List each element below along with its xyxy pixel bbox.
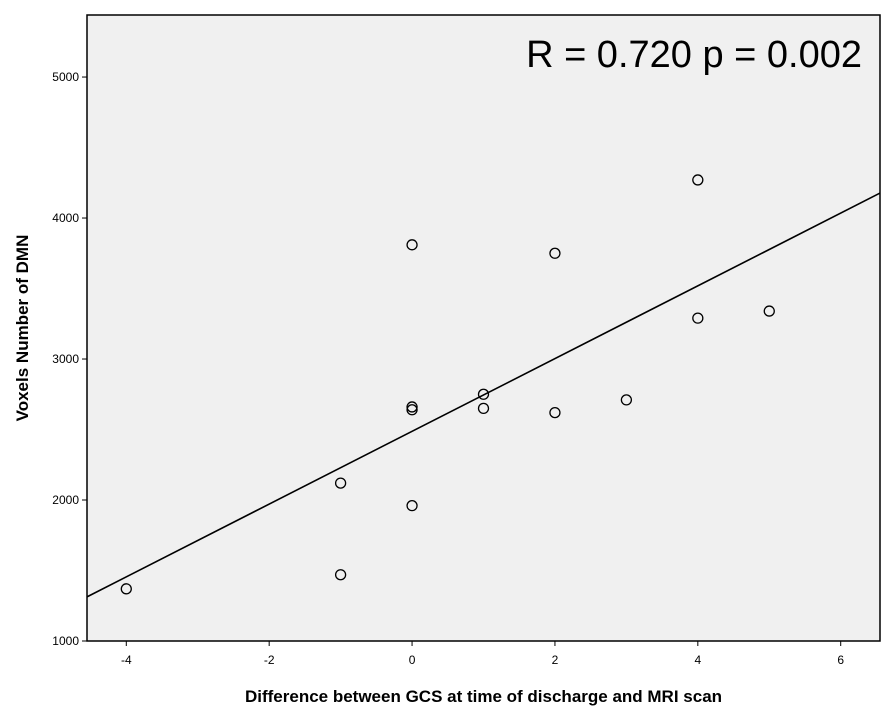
x-tick-label: 4: [694, 653, 701, 667]
data-point: [406, 239, 418, 251]
x-tick-label: -4: [121, 653, 132, 667]
x-tick-label: 0: [409, 653, 416, 667]
x-axis-label: Difference between GCS at time of discha…: [245, 687, 722, 706]
data-point: [334, 477, 347, 489]
y-tick-label: 4000: [52, 211, 79, 225]
y-tick-label: 5000: [52, 70, 79, 84]
data-point: [549, 406, 561, 419]
x-tick-label: 6: [837, 653, 844, 667]
data-point: [477, 402, 490, 415]
regression-line: [86, 192, 881, 598]
y-tick-label: 2000: [52, 493, 79, 507]
x-tick-label: 2: [552, 653, 559, 667]
data-point: [406, 401, 418, 413]
y-tick-label: 3000: [52, 352, 79, 366]
data-point: [692, 174, 704, 186]
data-point: [763, 305, 775, 317]
data-point: [406, 499, 418, 512]
data-point: [692, 312, 704, 324]
data-point: [334, 569, 347, 581]
data-point: [549, 247, 561, 259]
data-point: [477, 388, 490, 400]
y-axis-label: Voxels Number of DMN: [13, 235, 32, 422]
x-axis-ticks: -4 -2 0 2 4 6: [121, 641, 844, 667]
plot-area: [86, 14, 881, 642]
data-point: [406, 404, 418, 416]
correlation-annotation: R = 0.720 p = 0.002: [526, 34, 862, 76]
x-tick-label: -2: [264, 653, 275, 667]
data-point: [120, 583, 132, 595]
y-axis-ticks: 1000 2000 3000 4000 5000: [52, 70, 87, 648]
y-tick-label: 1000: [52, 634, 79, 648]
data-points: [120, 174, 775, 595]
data-point: [620, 394, 633, 406]
